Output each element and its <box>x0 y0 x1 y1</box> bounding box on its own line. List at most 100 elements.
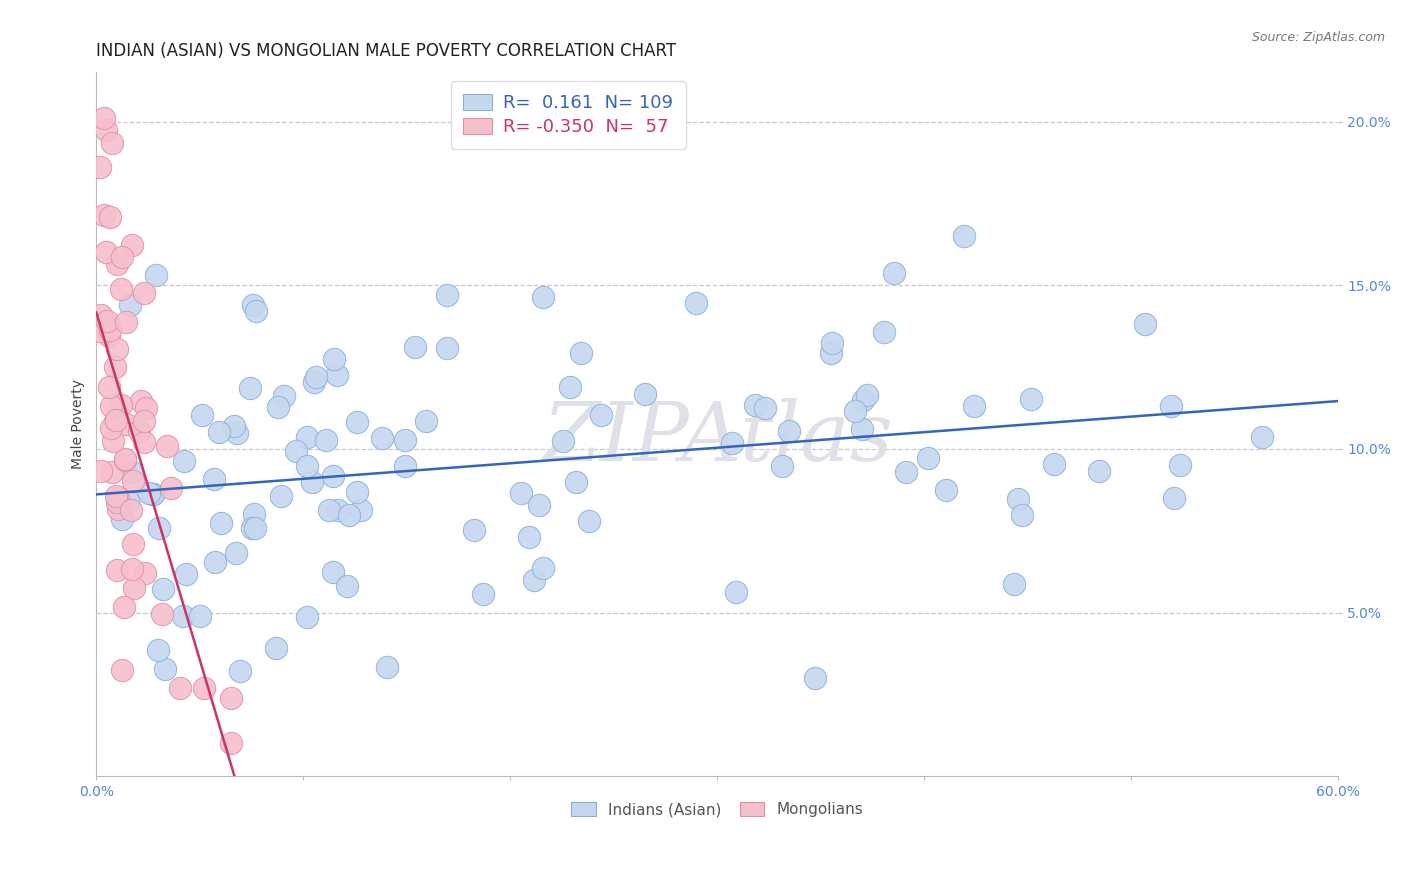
Point <box>326 368 349 382</box>
Point <box>148 642 170 657</box>
Point <box>96 314 118 328</box>
Point <box>1043 457 1066 471</box>
Point <box>191 408 214 422</box>
Point <box>1011 508 1033 522</box>
Point <box>284 444 307 458</box>
Point <box>121 238 143 252</box>
Point <box>176 566 198 581</box>
Point <box>122 581 145 595</box>
Point <box>114 452 136 467</box>
Point <box>101 465 124 479</box>
Point <box>142 487 165 501</box>
Point <box>134 434 156 449</box>
Point <box>326 503 349 517</box>
Text: INDIAN (ASIAN) VS MONGOLIAN MALE POVERTY CORRELATION CHART: INDIAN (ASIAN) VS MONGOLIAN MALE POVERTY… <box>97 42 676 60</box>
Point <box>531 290 554 304</box>
Text: Source: ZipAtlas.com: Source: ZipAtlas.com <box>1251 31 1385 45</box>
Text: ZIPAtlas: ZIPAtlas <box>541 399 893 478</box>
Point <box>225 425 247 440</box>
Point <box>725 584 748 599</box>
Point <box>120 503 142 517</box>
Point <box>110 282 132 296</box>
Point <box>105 342 128 356</box>
Point <box>551 434 574 449</box>
Point <box>523 573 546 587</box>
Point <box>98 380 121 394</box>
Point <box>565 475 588 489</box>
Point <box>322 565 344 579</box>
Point <box>94 123 117 137</box>
Point <box>804 671 827 685</box>
Point <box>219 736 242 750</box>
Point <box>107 502 129 516</box>
Point <box>169 681 191 696</box>
Point <box>267 400 290 414</box>
Point <box>190 609 212 624</box>
Point <box>150 607 173 622</box>
Point <box>132 414 155 428</box>
Point <box>111 251 134 265</box>
Point <box>172 608 194 623</box>
Point <box>204 555 226 569</box>
Point <box>105 495 128 509</box>
Point <box>207 425 229 439</box>
Point <box>89 161 111 175</box>
Point <box>394 458 416 473</box>
Point <box>243 507 266 521</box>
Point <box>350 503 373 517</box>
Point <box>105 412 128 426</box>
Point <box>415 414 437 428</box>
Point <box>120 298 142 312</box>
Point <box>128 424 150 438</box>
Point <box>121 562 143 576</box>
Point <box>132 285 155 300</box>
Point <box>245 304 267 318</box>
Point <box>634 386 657 401</box>
Point <box>115 417 138 431</box>
Point <box>114 315 136 329</box>
Point <box>98 210 121 224</box>
Point <box>778 424 800 438</box>
Point <box>820 346 842 360</box>
Point <box>1135 317 1157 331</box>
Point <box>1251 430 1274 444</box>
Point <box>323 352 346 367</box>
Point <box>322 468 344 483</box>
Point <box>1088 464 1111 478</box>
Point <box>100 399 122 413</box>
Point <box>685 296 707 310</box>
Point <box>935 483 957 497</box>
Point <box>94 244 117 259</box>
Point <box>721 436 744 450</box>
Point <box>160 481 183 495</box>
Point <box>894 465 917 479</box>
Point <box>318 502 340 516</box>
Point <box>917 450 939 465</box>
Point <box>134 566 156 581</box>
Point <box>90 308 112 322</box>
Point <box>112 599 135 614</box>
Point <box>336 579 359 593</box>
Y-axis label: Male Poverty: Male Poverty <box>72 379 86 469</box>
Point <box>240 521 263 535</box>
Point <box>851 422 873 436</box>
Point <box>129 393 152 408</box>
Point <box>578 514 600 528</box>
Point <box>98 323 121 337</box>
Point <box>1160 399 1182 413</box>
Point <box>315 433 337 447</box>
Point <box>117 494 139 508</box>
Point <box>245 521 267 535</box>
Point <box>509 486 531 500</box>
Point <box>209 516 232 531</box>
Point <box>142 487 165 501</box>
Point <box>952 228 974 243</box>
Point <box>219 690 242 705</box>
Point <box>295 610 318 624</box>
Point <box>145 268 167 282</box>
Point <box>337 508 360 522</box>
Point <box>104 360 127 375</box>
Point <box>173 454 195 468</box>
Point <box>138 486 160 500</box>
Point <box>152 582 174 597</box>
